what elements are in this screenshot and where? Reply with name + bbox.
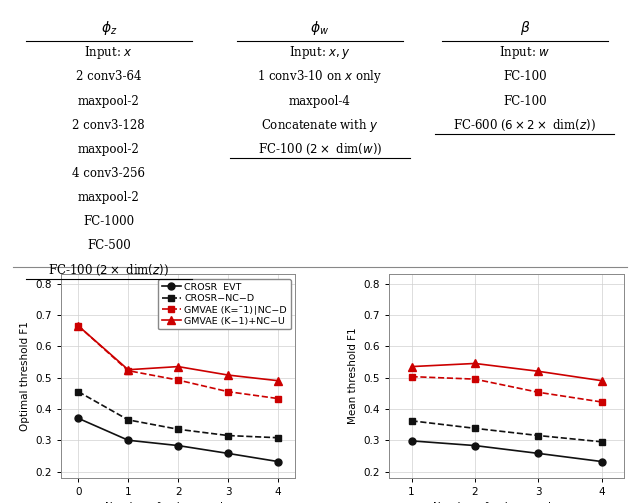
Text: maxpool-2: maxpool-2: [78, 95, 140, 108]
Text: FC-100: FC-100: [503, 70, 547, 83]
Legend: CROSR  EVT, CROSR−NC−D, GMVAE (K=¯1)∣NC−D, GMVAE (K−1)+NC−U: CROSR EVT, CROSR−NC−D, GMVAE (K=¯1)∣NC−D…: [158, 279, 291, 329]
Text: FC-600 ($6 \times 2 \times$ dim$(z)$): FC-600 ($6 \times 2 \times$ dim$(z)$): [453, 118, 596, 133]
Text: Input: $x$: Input: $x$: [84, 44, 133, 61]
Text: FC-100: FC-100: [503, 95, 547, 108]
Text: FC-500: FC-500: [87, 239, 131, 253]
Text: 4 conv3-256: 4 conv3-256: [72, 167, 145, 180]
Text: FC-100 ($2 \times$ dim$(z)$): FC-100 ($2 \times$ dim$(z)$): [48, 263, 170, 278]
Text: $\beta$: $\beta$: [520, 19, 530, 37]
Text: maxpool-4: maxpool-4: [289, 95, 351, 108]
Text: $\phi_z$: $\phi_z$: [100, 19, 117, 37]
X-axis label: Number of unknown classes: Number of unknown classes: [104, 502, 252, 503]
Text: FC-1000: FC-1000: [83, 215, 134, 228]
Text: maxpool-2: maxpool-2: [78, 191, 140, 204]
Text: FC-100 ($2 \times$ dim$(w)$): FC-100 ($2 \times$ dim$(w)$): [258, 142, 382, 157]
Text: 2 conv3-128: 2 conv3-128: [72, 119, 145, 132]
Y-axis label: Optimal threshold F1: Optimal threshold F1: [20, 321, 29, 431]
Text: maxpool-2: maxpool-2: [78, 143, 140, 156]
Text: Input: $x, y$: Input: $x, y$: [289, 44, 351, 61]
Y-axis label: Mean threshold F1: Mean threshold F1: [348, 327, 358, 425]
Text: Input: $w$: Input: $w$: [499, 44, 550, 61]
Text: $\phi_w$: $\phi_w$: [310, 19, 330, 37]
X-axis label: Number of unknown classes: Number of unknown classes: [433, 502, 580, 503]
Text: Concatenate with $y$: Concatenate with $y$: [261, 117, 379, 134]
Text: 2 conv3-64: 2 conv3-64: [76, 70, 141, 83]
Text: 1 conv3-10 on $x$ only: 1 conv3-10 on $x$ only: [257, 68, 383, 86]
